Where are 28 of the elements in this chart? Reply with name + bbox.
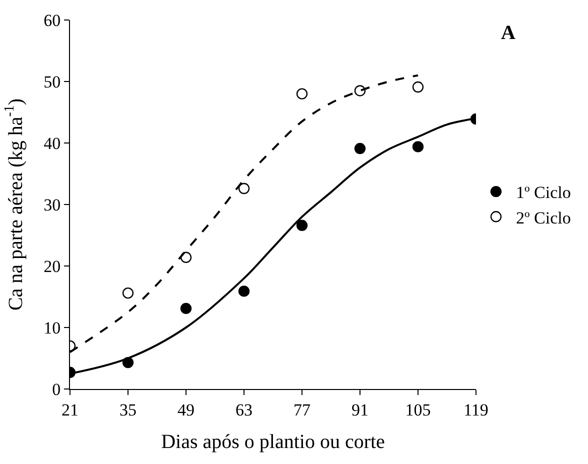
y-tick-label: 40 [44, 134, 61, 153]
point [412, 141, 424, 152]
y-tick-label: 60 [44, 10, 61, 30]
legend-label: 2º Ciclo [516, 208, 571, 228]
y-tick-label: 20 [44, 256, 61, 276]
x-axis-title: Dias após o plantio ou corte [161, 430, 386, 453]
y-tick-label: 0 [52, 380, 61, 399]
x-tick-label: 91 [352, 400, 368, 420]
text: A [501, 22, 516, 44]
point [354, 142, 366, 154]
y-tick-label: 50 [44, 72, 61, 92]
x-tick-label: 77 [294, 400, 311, 420]
y-tick-label: 10 [44, 318, 61, 338]
x-tick-label: 63 [236, 400, 252, 420]
x-tick-label: 21 [62, 400, 78, 420]
point [238, 286, 250, 297]
y-tick-label: 30 [44, 195, 61, 214]
point [238, 182, 250, 194]
point [296, 220, 308, 232]
point [412, 81, 424, 93]
point [296, 88, 308, 100]
x-tick-label: 35 [120, 400, 136, 420]
x-tick-label: 49 [178, 400, 194, 420]
x-tick-label: 119 [464, 400, 488, 420]
point [122, 287, 134, 299]
point [180, 302, 192, 314]
x-tick-label: 105 [405, 400, 431, 420]
legend-label: 1º Ciclo [516, 183, 571, 202]
